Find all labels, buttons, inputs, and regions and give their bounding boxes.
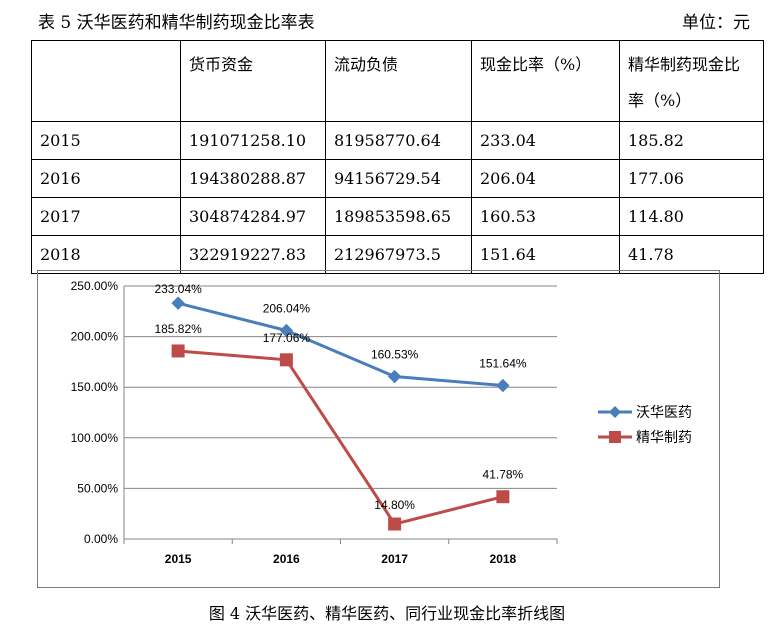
y-tick-label: 100.00%: [71, 431, 119, 445]
table-row: 2016 194380288.87 94156729.54 206.04 177…: [31, 159, 764, 198]
table-cell: 185.82: [619, 121, 764, 160]
table-cell: 233.04: [471, 121, 620, 160]
data-label: 185.82%: [154, 322, 202, 336]
table-row: 2018 322919227.83 212967973.5 151.64 41.…: [31, 235, 764, 274]
table-cell: 304874284.97: [180, 197, 326, 236]
table-cell: 322919227.83: [180, 235, 326, 274]
table-header-cell: 现金比率（%）: [471, 40, 620, 122]
table-cell: 2015: [31, 121, 181, 160]
table-row: 2015 191071258.10 81958770.64 233.04 185…: [31, 121, 764, 160]
data-label: 14.80%: [374, 498, 415, 512]
table-cell: 81958770.64: [325, 121, 472, 160]
figure-caption: 图 4 沃华医药、精华医药、同行业现金比率折线图: [208, 604, 566, 623]
table-cell: 41.78: [619, 235, 764, 274]
legend-label: 沃华医药: [636, 404, 692, 420]
legend-label: 精华制药: [636, 429, 692, 445]
data-label: 177.06%: [263, 331, 311, 345]
table-caption: 表 5 沃华医药和精华制药现金比率表: [38, 13, 315, 33]
x-tick-label: 2015: [165, 552, 192, 566]
data-label: 233.04%: [154, 282, 202, 296]
x-tick-label: 2018: [490, 552, 517, 566]
table-cell: 2017: [31, 197, 181, 236]
table-unit-label: 单位：元: [682, 13, 750, 33]
table-header-cell: 精华制药现金比率（%）: [619, 40, 764, 122]
y-tick-label: 200.00%: [71, 330, 119, 344]
table-cell: 194380288.87: [180, 159, 326, 198]
table-header-cell: 流动负债: [325, 40, 472, 122]
y-tick-label: 150.00%: [71, 380, 119, 394]
table-cell: 151.64: [471, 235, 620, 274]
data-label: 206.04%: [263, 301, 311, 315]
x-tick-label: 2016: [273, 552, 300, 566]
table-cell: 2018: [31, 235, 181, 274]
table-cell: 191071258.10: [180, 121, 326, 160]
legend-marker: [609, 406, 621, 418]
table-cell: 94156729.54: [325, 159, 472, 198]
data-point: [171, 296, 185, 310]
data-point: [496, 490, 510, 504]
x-tick-label: 2017: [381, 552, 408, 566]
y-tick-label: 50.00%: [77, 481, 118, 495]
y-tick-label: 250.00%: [71, 279, 119, 293]
data-point: [496, 378, 510, 393]
table-cell: 206.04: [471, 159, 620, 198]
data-label: 41.78%: [483, 468, 524, 482]
table-cell: 177.06: [619, 159, 764, 198]
table-cell: 212967973.5: [325, 235, 472, 274]
table-header-row: 货币资金 流动负债 现金比率（%） 精华制药现金比率（%）: [31, 40, 764, 122]
table-cell: 160.53: [471, 197, 620, 236]
data-point: [388, 517, 402, 531]
cash-ratio-table: 货币资金 流动负债 现金比率（%） 精华制药现金比率（%） 2015 19107…: [31, 40, 764, 274]
series-line-jinghua: [178, 349, 504, 526]
legend-marker: [609, 431, 621, 443]
data-label: 160.53%: [371, 348, 419, 362]
data-point: [279, 323, 294, 338]
series-line-wohua: [177, 301, 503, 388]
table-cell: 189853598.65: [325, 197, 472, 236]
data-point: [279, 353, 293, 367]
data-point: [387, 369, 402, 384]
cash-ratio-line-chart: 0.00% 50.00% 100.00% 150.00% 200.00% 250.00% 2…: [71, 279, 692, 566]
data-point: [171, 344, 185, 358]
table-row: 2017 304874284.97 189853598.65 160.53 11…: [31, 197, 764, 236]
table-cell: 114.80: [619, 197, 764, 236]
table-cell: 2016: [31, 159, 181, 198]
table-header-cell: 货币资金: [180, 40, 326, 122]
table-header-cell: [31, 40, 181, 122]
data-label: 151.64%: [479, 357, 527, 371]
y-tick-label: 0.00%: [84, 532, 118, 546]
chart-frame: 0.00% 50.00% 100.00% 150.00% 200.00% 250.00% 2…: [37, 270, 720, 588]
